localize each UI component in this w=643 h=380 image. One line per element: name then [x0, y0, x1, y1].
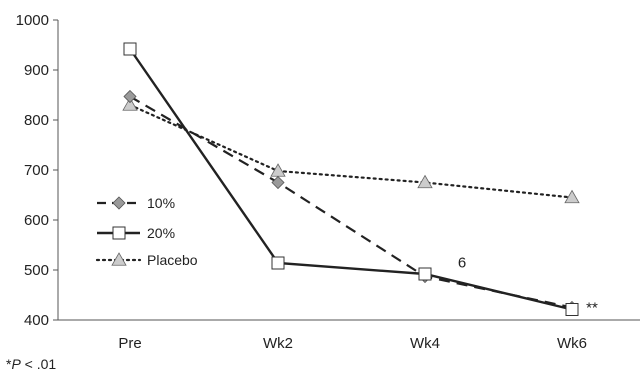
series-1-point	[123, 89, 137, 104]
footnote-variable: P	[11, 356, 21, 372]
series-2-point	[123, 42, 137, 56]
legend-label: 20%	[147, 225, 175, 241]
x-tick-label: Pre	[118, 335, 141, 352]
y-tick-label: 400	[24, 312, 49, 329]
footnote-symbol: *	[6, 356, 12, 372]
series-2-line	[129, 48, 573, 311]
legend-swatch-marker	[112, 196, 126, 210]
series-markers	[122, 42, 580, 316]
series-3-line	[128, 103, 574, 199]
y-tick-label: 1000	[16, 12, 49, 29]
footnote: *P < .01	[6, 356, 56, 372]
y-tick-label: 800	[24, 112, 49, 129]
x-tick-label: Wk6	[557, 335, 587, 352]
series-2-point	[418, 267, 432, 281]
series-2-point	[271, 256, 285, 270]
x-tick-label: Wk4	[410, 335, 440, 352]
y-ticks: 400 500 600 700 800 900 1000	[16, 12, 58, 329]
axes	[57, 20, 640, 321]
series-3-point	[564, 189, 580, 204]
y-tick-label: 900	[24, 62, 49, 79]
annotation-label: **	[586, 300, 598, 317]
x-tick-label: Wk2	[263, 335, 293, 352]
legend-swatch-marker	[111, 252, 127, 266]
legend-label: Placebo	[147, 252, 198, 268]
series-3-point	[122, 97, 138, 111]
series-lines	[128, 48, 574, 311]
series-3-point	[270, 163, 286, 177]
y-tick-label: 600	[24, 212, 49, 229]
annotation-label: 6	[458, 255, 466, 272]
legend-label: 10%	[147, 195, 175, 211]
y-tick-label: 700	[24, 162, 49, 179]
series-1-point	[271, 175, 285, 190]
x-ticks: Pre Wk2 Wk4 Wk6	[118, 335, 587, 352]
series-2-point	[565, 303, 579, 316]
footnote-text: < .01	[20, 356, 57, 372]
series-1-line	[129, 95, 573, 309]
series-3-point	[417, 174, 433, 189]
legend-swatch-marker	[112, 226, 126, 240]
annotations: 6 **	[458, 255, 598, 317]
legend: 10% 20% Placebo	[95, 195, 198, 268]
y-tick-label: 500	[24, 262, 49, 279]
